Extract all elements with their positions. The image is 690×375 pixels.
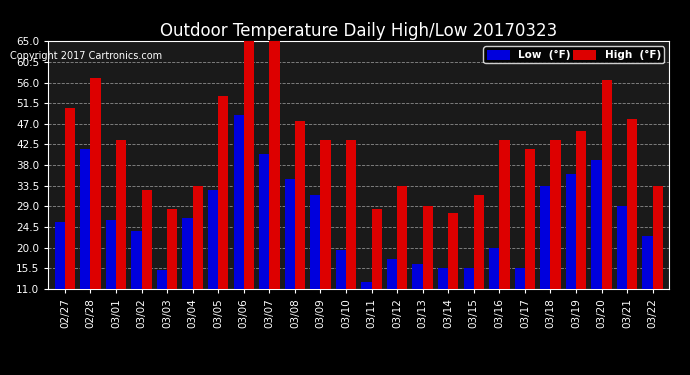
Bar — [653, 186, 663, 289]
Bar — [566, 174, 576, 289]
Bar — [362, 282, 372, 289]
Bar — [438, 268, 449, 289]
Bar — [387, 259, 397, 289]
Bar — [602, 80, 612, 289]
Bar — [515, 268, 525, 289]
Bar — [346, 140, 356, 289]
Bar — [80, 149, 90, 289]
Bar — [167, 209, 177, 289]
Bar — [141, 190, 152, 289]
Bar — [295, 122, 305, 289]
Bar — [259, 153, 269, 289]
Bar — [500, 140, 510, 289]
Bar — [448, 213, 458, 289]
Bar — [413, 264, 423, 289]
Bar — [540, 186, 551, 289]
Bar — [65, 108, 75, 289]
Bar — [397, 186, 407, 289]
Bar — [208, 190, 218, 289]
Bar — [320, 140, 331, 289]
Bar — [617, 206, 627, 289]
Bar — [285, 179, 295, 289]
Text: Copyright 2017 Cartronics.com: Copyright 2017 Cartronics.com — [10, 51, 162, 61]
Bar — [55, 222, 65, 289]
Bar — [525, 149, 535, 289]
Bar — [464, 268, 474, 289]
Bar — [182, 218, 193, 289]
Bar — [336, 250, 346, 289]
Bar — [551, 140, 561, 289]
Bar — [116, 140, 126, 289]
Bar — [642, 236, 653, 289]
Bar — [372, 209, 382, 289]
Bar — [627, 119, 638, 289]
Bar — [474, 195, 484, 289]
Bar — [131, 231, 141, 289]
Legend: Low  (°F), High  (°F): Low (°F), High (°F) — [484, 46, 664, 63]
Bar — [234, 115, 244, 289]
Bar — [157, 270, 167, 289]
Bar — [193, 186, 203, 289]
Bar — [218, 96, 228, 289]
Bar — [244, 41, 254, 289]
Bar — [90, 78, 101, 289]
Bar — [591, 160, 602, 289]
Bar — [576, 130, 586, 289]
Bar — [423, 206, 433, 289]
Bar — [106, 220, 116, 289]
Bar — [269, 41, 279, 289]
Bar — [310, 195, 320, 289]
Title: Outdoor Temperature Daily High/Low 20170323: Outdoor Temperature Daily High/Low 20170… — [160, 22, 558, 40]
Bar — [489, 248, 500, 289]
